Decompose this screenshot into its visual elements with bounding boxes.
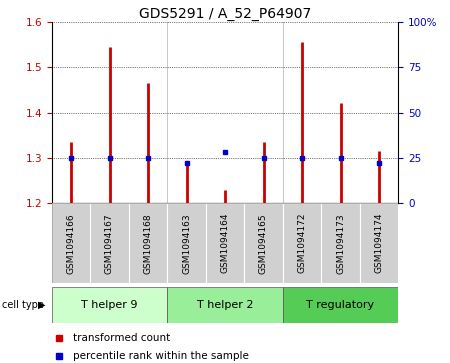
Text: GSM1094168: GSM1094168 <box>144 213 153 274</box>
Text: GSM1094164: GSM1094164 <box>220 213 230 273</box>
Text: percentile rank within the sample: percentile rank within the sample <box>72 351 248 361</box>
Bar <box>360 203 398 283</box>
Text: transformed count: transformed count <box>72 333 170 343</box>
Bar <box>321 203 360 283</box>
Text: GSM1094173: GSM1094173 <box>336 213 345 274</box>
Text: GSM1094163: GSM1094163 <box>182 213 191 274</box>
Bar <box>244 203 283 283</box>
Text: GSM1094166: GSM1094166 <box>67 213 76 274</box>
Bar <box>52 203 90 283</box>
Text: T regulatory: T regulatory <box>306 300 374 310</box>
Bar <box>52 287 167 323</box>
Text: GSM1094167: GSM1094167 <box>105 213 114 274</box>
Text: GSM1094172: GSM1094172 <box>297 213 306 273</box>
Title: GDS5291 / A_52_P64907: GDS5291 / A_52_P64907 <box>139 7 311 21</box>
Bar <box>167 287 283 323</box>
Text: cell type: cell type <box>2 300 44 310</box>
Bar <box>206 203 244 283</box>
Bar <box>90 203 129 283</box>
Text: ▶: ▶ <box>38 300 46 310</box>
Bar <box>167 203 206 283</box>
Text: T helper 2: T helper 2 <box>197 300 253 310</box>
Bar <box>283 287 398 323</box>
Text: GSM1094174: GSM1094174 <box>374 213 383 273</box>
Bar <box>283 203 321 283</box>
Text: GSM1094165: GSM1094165 <box>259 213 268 274</box>
Text: T helper 9: T helper 9 <box>81 300 138 310</box>
Bar <box>129 203 167 283</box>
